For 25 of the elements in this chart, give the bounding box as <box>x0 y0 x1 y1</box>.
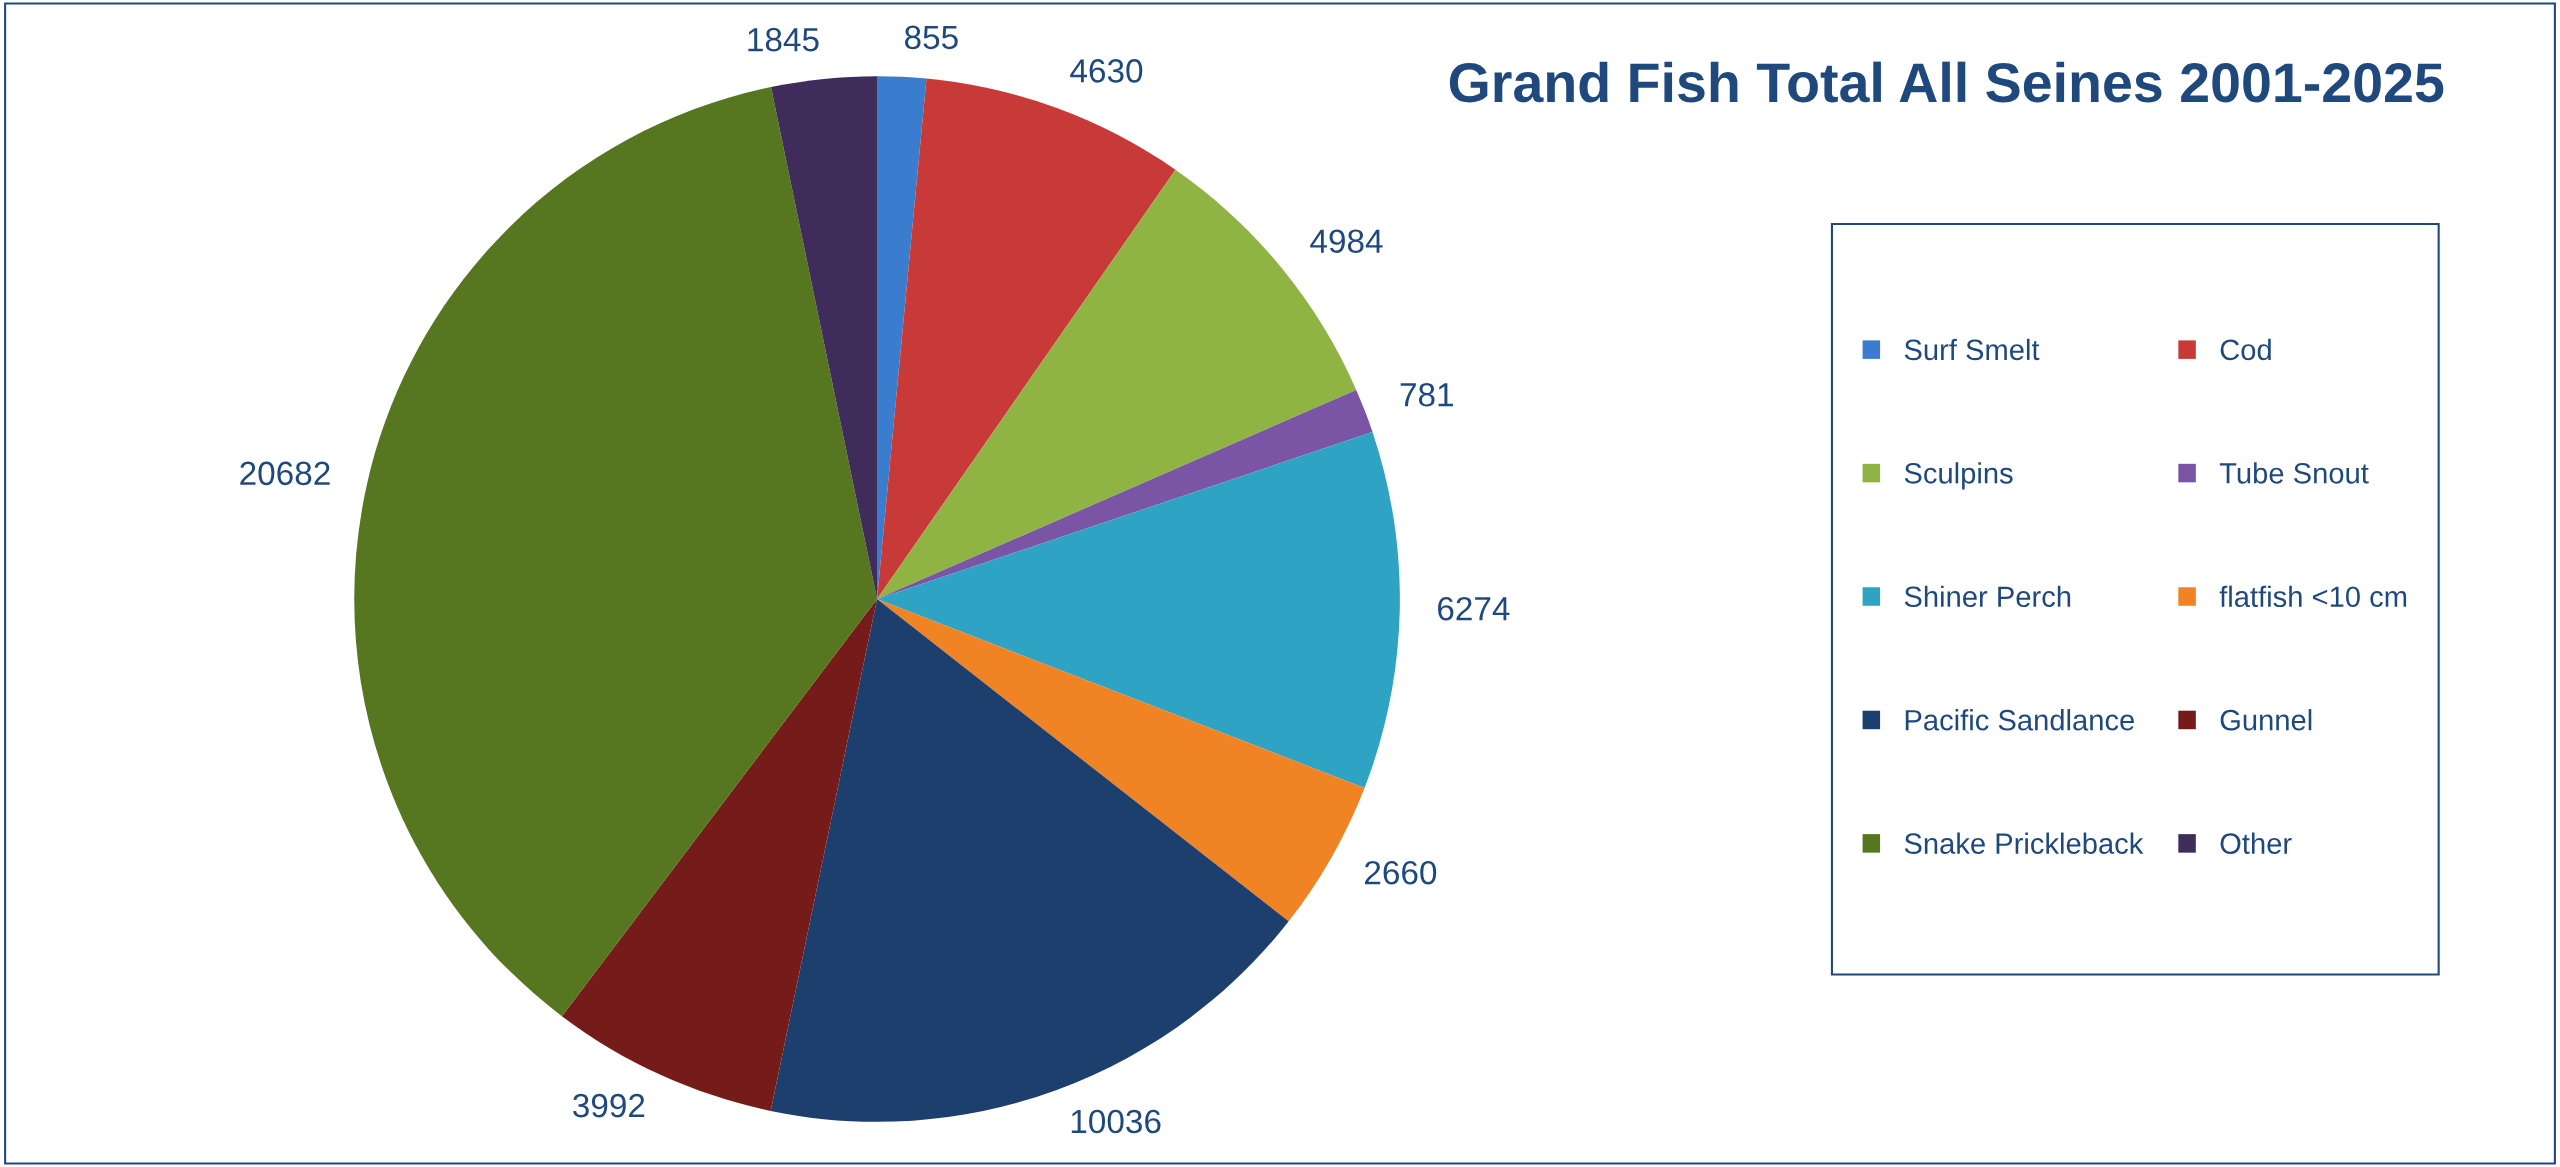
data-label: 20682 <box>240 461 330 486</box>
data-label: 1845 <box>748 27 819 52</box>
legend-label: flatfish <10 cm <box>2219 585 2407 608</box>
legend-label: Cod <box>2220 338 2271 361</box>
data-label: 6274 <box>1438 596 1510 621</box>
data-label: 855 <box>904 25 958 50</box>
legend-label: Snake Prickleback <box>1904 832 2144 854</box>
legend-label: Pacific Sandlance <box>1905 709 2134 731</box>
legend-label: Surf Smelt <box>1904 338 2040 361</box>
data-label: 4984 <box>1310 229 1383 253</box>
legend-label: Sculpins <box>1904 462 2013 490</box>
pie-slice <box>877 599 1365 922</box>
legend-label: Tube Snout <box>2219 462 2369 484</box>
text: Grand Fish Total All Seines 2001-2025 <box>1449 61 2444 103</box>
legend-label: Other <box>2220 832 2292 854</box>
data-label: 10036 <box>1071 1109 1161 1134</box>
pie-slice <box>877 432 1400 788</box>
pie-slice <box>877 389 1373 600</box>
pie-slice <box>354 87 878 1017</box>
data-label: 4630 <box>1070 59 1143 83</box>
legend-label: Shiner Perch <box>1904 585 2071 608</box>
data-label: 3992 <box>573 1093 645 1118</box>
data-label: 2660 <box>1365 860 1437 885</box>
data-label: 781 <box>1400 382 1453 407</box>
legend-label: Gunnel <box>2220 709 2312 731</box>
